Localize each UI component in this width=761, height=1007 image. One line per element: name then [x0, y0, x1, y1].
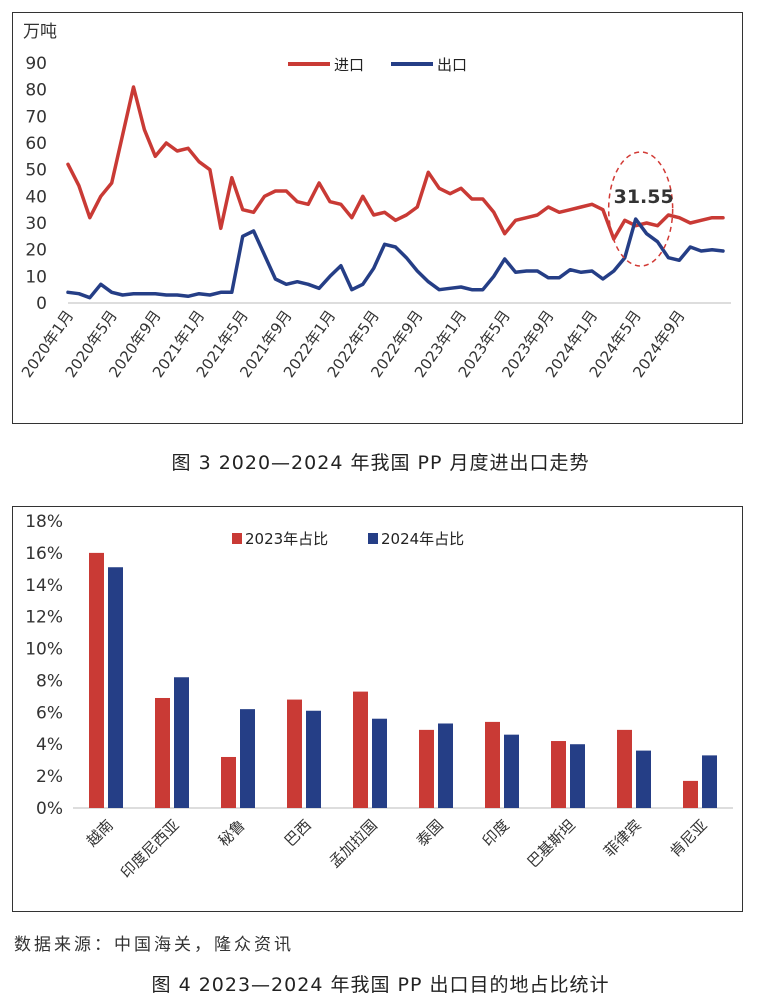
bar-2023 [287, 699, 302, 808]
bar-2024 [108, 567, 123, 808]
x-category-label: 菲律宾 [600, 816, 645, 861]
legend-swatch [368, 533, 378, 544]
bar-2023 [419, 729, 434, 808]
import-export-line-chart: 万吨01020304050607080902020年1月2020年5月2020年… [18, 22, 731, 381]
y-tick-label: 2% [36, 767, 63, 787]
y-tick-label: 10 [25, 267, 47, 287]
legend-label: 2024年占比 [381, 530, 464, 548]
y-tick-label: 4% [36, 735, 63, 755]
export-destination-bar-chart: 0% 2% 4% 6% 8% 10% 12% 14% 16% 18% 越南 印度尼西亚 秘鲁 巴西 孟加拉国… [25, 512, 733, 882]
y-tick-label: 14% [25, 576, 63, 596]
bar-2024 [570, 744, 585, 808]
x-category-label: 泰国 [413, 816, 447, 850]
y-tick-label: 70 [25, 107, 47, 127]
annotation-ellipse [607, 151, 674, 267]
bar-2023 [353, 691, 368, 808]
x-category-label: 印度 [479, 816, 513, 850]
line-chart-frame: 万吨 0 10 20 30 40 50 60 70 80 90 2020年1月 2020年5月 2020年… [12, 12, 743, 424]
bar-2023 [155, 697, 170, 808]
bar-2024 [504, 734, 519, 808]
y-tick-label: 6% [36, 703, 63, 723]
y-tick-label: 0% [36, 799, 63, 819]
x-category-label: 巴西 [281, 816, 315, 850]
x-category-label: 巴基斯坦 [524, 816, 579, 871]
import-series-line [66, 85, 725, 241]
bar-2023 [617, 729, 632, 808]
export-series-line [66, 217, 725, 300]
figure-4-caption: 图 4 2023—2024 年我国 PP 出口目的地占比统计 [151, 974, 610, 996]
y-tick-label: 8% [36, 671, 63, 691]
y-tick-label: 80 [25, 81, 47, 101]
source-note: 数据来源：中国海关，隆众资讯 [14, 935, 294, 955]
y-tick-label: 40 [25, 187, 47, 207]
annotation-label: 31.55 [614, 186, 674, 208]
x-category-label: 孟加拉国 [326, 816, 381, 871]
bar-2024 [306, 710, 321, 808]
y-tick-label: 50 [25, 161, 47, 181]
y-tick-label: 16% [25, 544, 63, 564]
legend-swatch [232, 533, 242, 544]
bar-chart-frame: 0% 2% 4% 6% 8% 10% 12% 14% 16% 18% 越南 印度尼西亚 秘鲁 巴西 孟加拉国… [12, 506, 743, 912]
y-tick-label: 30 [25, 214, 47, 234]
bar-2023 [89, 552, 104, 808]
bar-2024 [702, 755, 717, 808]
y-tick-label: 10% [25, 640, 63, 660]
bar-2024 [240, 709, 255, 808]
x-category-label: 秘鲁 [215, 816, 249, 850]
y-tick-label: 20 [25, 241, 47, 261]
legend-label: 出口 [437, 56, 467, 74]
bar-2024 [636, 750, 651, 808]
bar-2023 [683, 780, 698, 808]
x-category-label: 越南 [83, 816, 117, 850]
bar-2023 [485, 721, 500, 808]
bar-2023 [551, 741, 566, 808]
x-category-label: 印度尼西亚 [117, 816, 183, 882]
y-tick-label: 12% [25, 608, 63, 628]
bar-2024 [174, 677, 189, 808]
y-tick-label: 0 [36, 294, 47, 314]
x-category-label: 肯尼亚 [666, 816, 711, 861]
bar-2024 [372, 718, 387, 808]
y-tick-label: 60 [25, 134, 47, 154]
y-axis-unit: 万吨 [23, 22, 57, 42]
bar-2023 [221, 756, 236, 808]
legend-label: 进口 [334, 56, 364, 74]
bar-2024 [438, 723, 453, 808]
figure-3-caption: 图 3 2020—2024 年我国 PP 月度进出口走势 [171, 452, 590, 474]
y-tick-label: 90 [25, 54, 47, 74]
y-tick-label: 18% [25, 512, 63, 532]
legend-label: 2023年占比 [245, 530, 328, 548]
